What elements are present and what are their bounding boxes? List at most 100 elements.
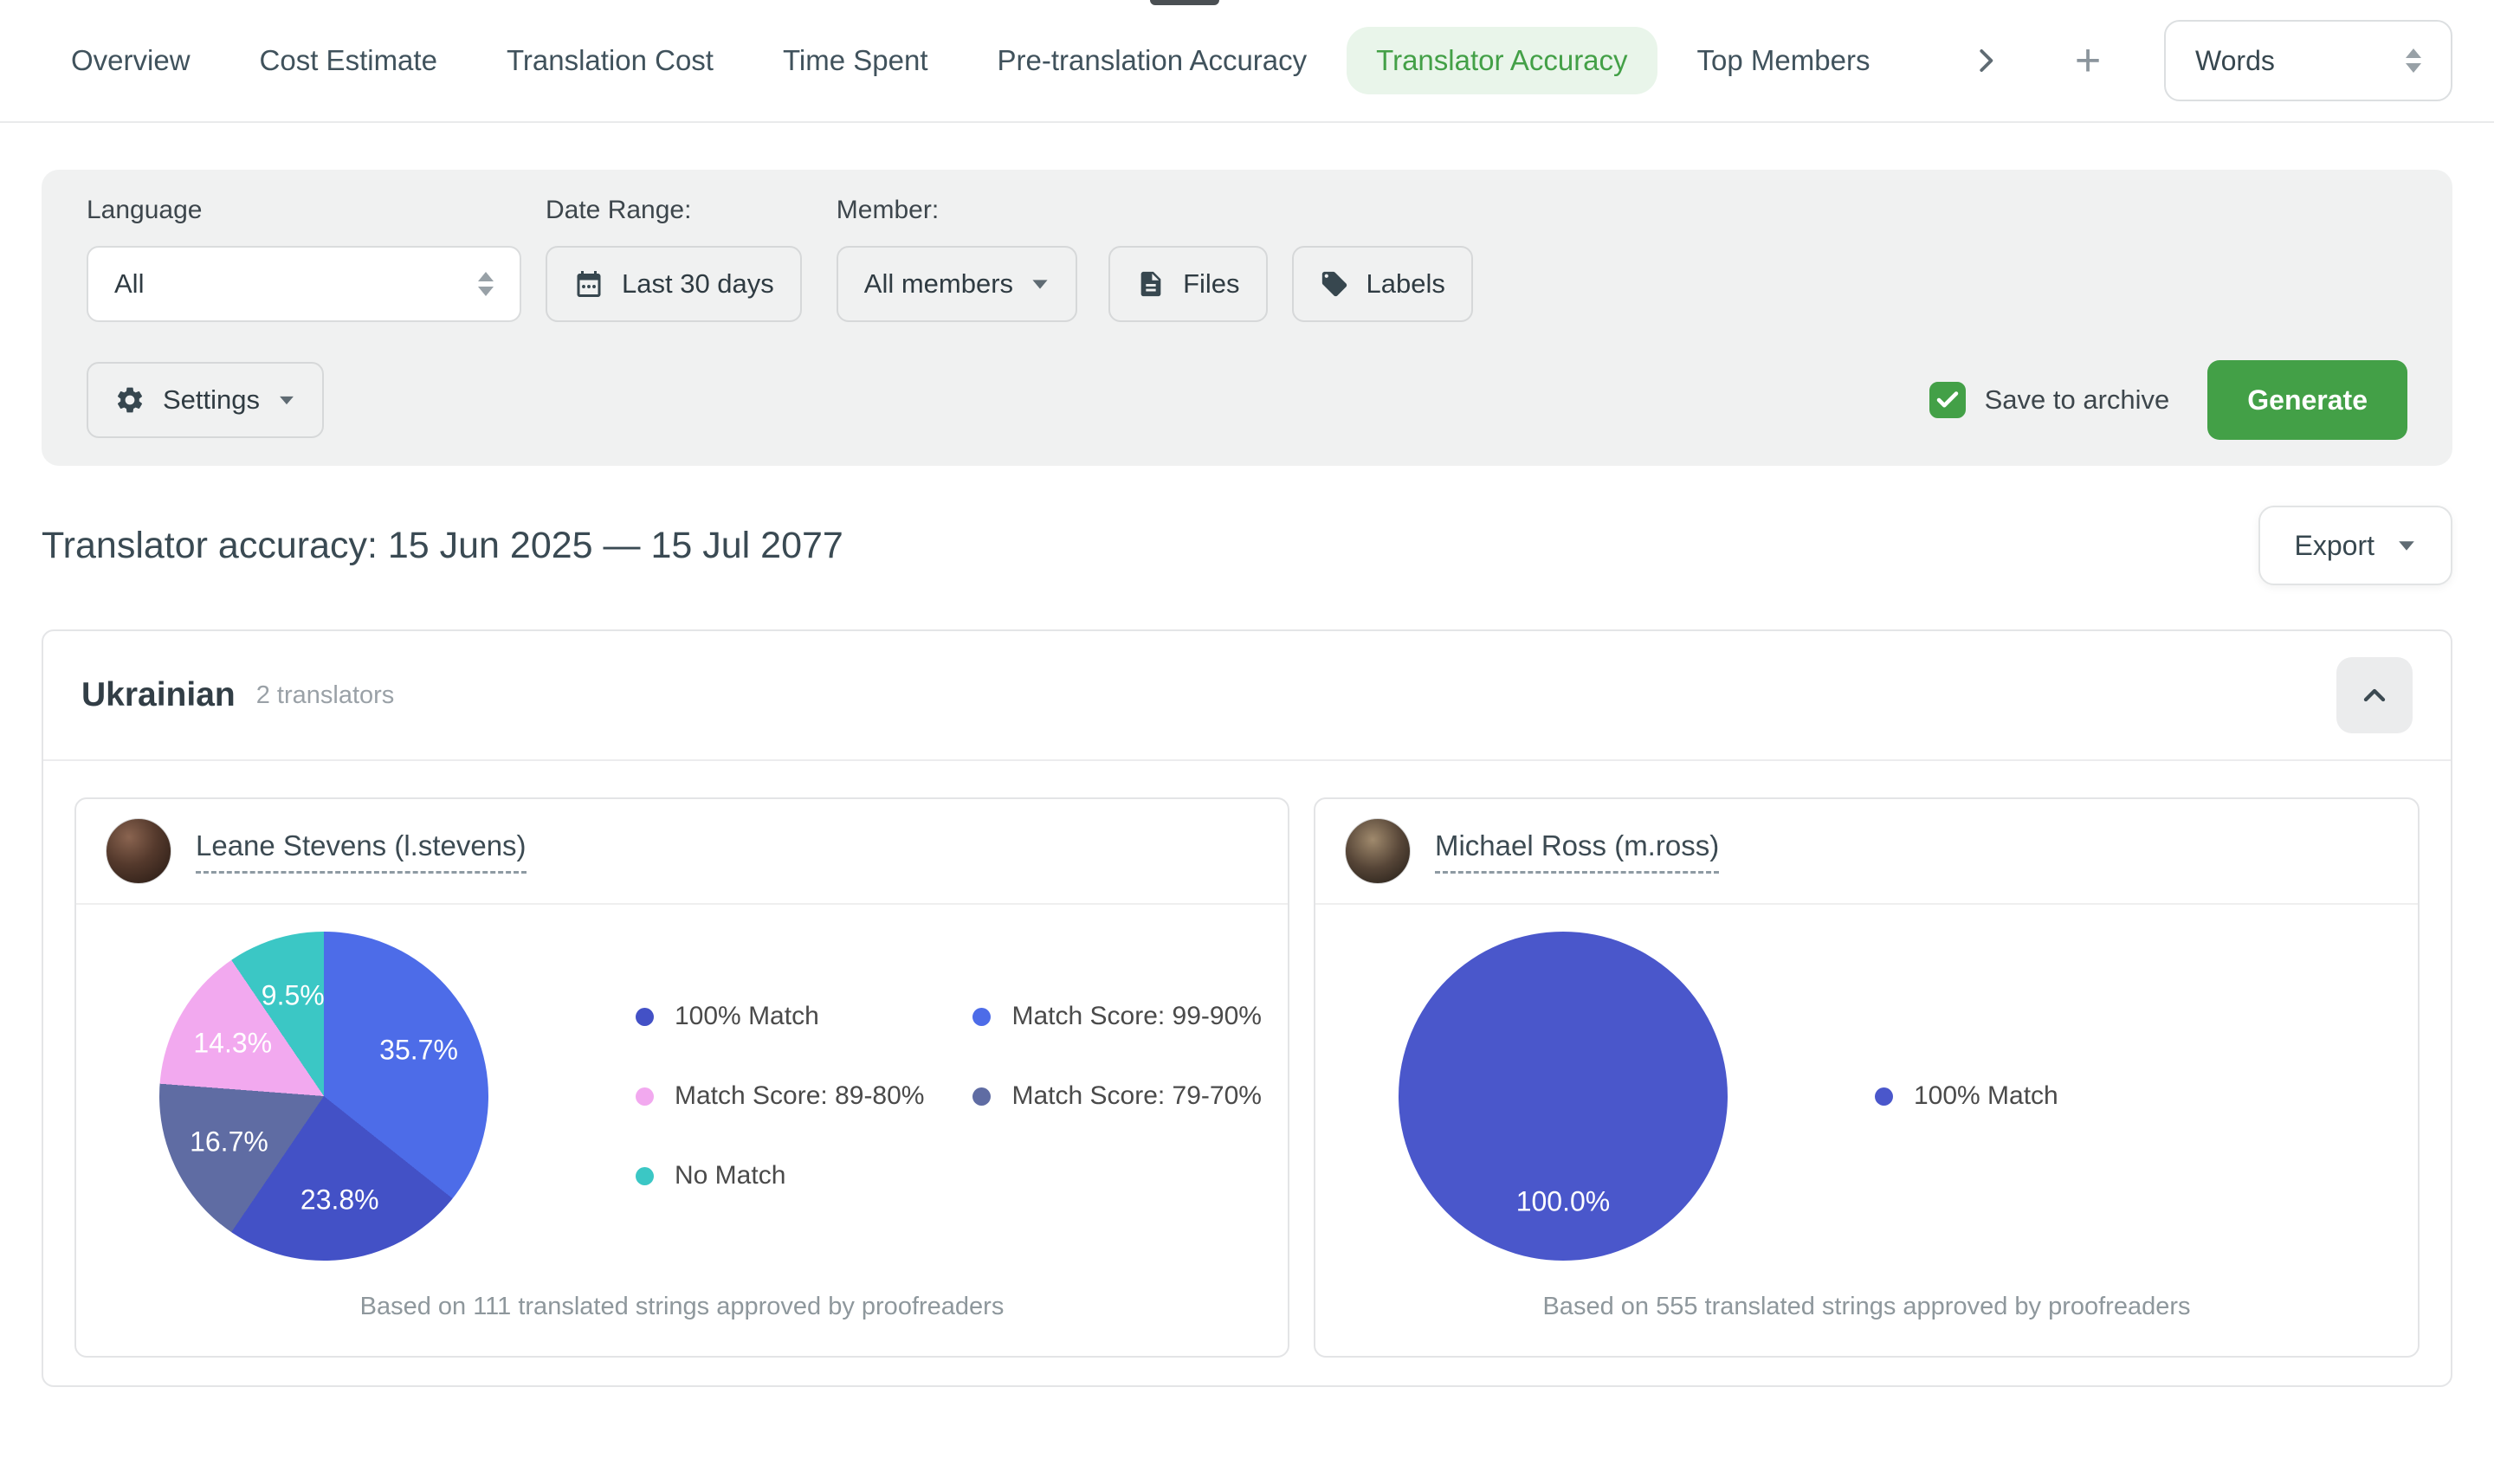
- pie-chart: 100.0%: [1398, 932, 1728, 1261]
- legend-label: Match Score: 79-70%: [1011, 1081, 1262, 1110]
- add-report-button[interactable]: +: [2062, 35, 2114, 87]
- chevron-down-icon: [1032, 279, 1048, 289]
- report-header: Translator accuracy: 15 Jun 2025 — 15 Ju…: [42, 506, 2452, 585]
- date-range-button[interactable]: Last 30 days: [546, 246, 802, 322]
- pie-slice-label: 16.7%: [190, 1126, 268, 1158]
- tag-icon: [1321, 271, 1347, 297]
- language-select-value: All: [114, 268, 145, 299]
- pie-slice-label: 9.5%: [261, 979, 325, 1011]
- legend-swatch: [636, 1007, 654, 1026]
- save-to-archive-checkbox[interactable]: [1929, 382, 1966, 418]
- legend-label: 100% Match: [1913, 1081, 2058, 1110]
- legend-swatch: [1874, 1087, 1893, 1106]
- tab-overview[interactable]: Overview: [71, 44, 191, 76]
- legend-label: Match Score: 99-90%: [1011, 1002, 1262, 1030]
- labels-filter-button[interactable]: Labels: [1291, 246, 1473, 322]
- save-to-archive-control: Save to archive: [1929, 382, 2170, 418]
- pie-slice-label: 100.0%: [1515, 1185, 1611, 1217]
- pie-slice-label: 23.8%: [300, 1184, 379, 1216]
- member-label: Member:: [836, 196, 940, 224]
- pie-chart-wrap: 100.0%: [1398, 932, 1728, 1261]
- language-label: Language: [87, 196, 203, 224]
- language-select[interactable]: All: [87, 246, 521, 322]
- export-button-label: Export: [2294, 529, 2374, 561]
- chevron-down-icon: [280, 396, 294, 404]
- tab-pre-translation-accuracy[interactable]: Pre-translation Accuracy: [997, 44, 1308, 76]
- unit-select-value: Words: [2195, 44, 2275, 76]
- chart-footnote: Based on 555 translated strings approved…: [1542, 1293, 2191, 1320]
- tab-cost-estimate[interactable]: Cost Estimate: [259, 44, 437, 76]
- pie-slice-label: 14.3%: [193, 1027, 273, 1059]
- translator-card: Leane Stevens (l.stevens) 35.7% 23.8% 16.7…: [74, 797, 1289, 1358]
- tab-translator-accuracy[interactable]: Translator Accuracy: [1347, 27, 1657, 94]
- tab-time-spent[interactable]: Time Spent: [782, 44, 928, 76]
- translators-count: 2 translators: [255, 681, 395, 709]
- avatar: [106, 818, 171, 884]
- date-range-label: Date Range:: [546, 196, 692, 224]
- translator-name-link[interactable]: Leane Stevens (l.stevens): [196, 829, 527, 874]
- chart-legend: 100% Match Match Score: 99-90% Match Score…: [636, 1002, 1262, 1190]
- chart-footnote: Based on 111 translated strings approved…: [359, 1293, 1005, 1320]
- gear-icon: [117, 387, 143, 413]
- pie-chart-wrap: 35.7% 23.8% 16.7% 14.3% 9.5%: [159, 932, 488, 1261]
- chevron-up-icon: [2363, 688, 2386, 702]
- legend-swatch: [636, 1087, 654, 1106]
- language-group-header: Ukrainian 2 translators: [43, 631, 2451, 761]
- check-icon: [1936, 391, 1958, 408]
- collapse-button[interactable]: [2336, 657, 2413, 733]
- legend-label: 100% Match: [675, 1002, 819, 1030]
- filter-panel: Language All Date Range: Last 30 days Me…: [42, 170, 2452, 466]
- plus-icon: +: [2074, 35, 2102, 86]
- legend-label: Match Score: 89-80%: [675, 1081, 925, 1110]
- language-group-card: Ukrainian 2 translators Leane Stevens (l…: [42, 629, 2452, 1387]
- member-select-value: All members: [863, 268, 1014, 299]
- legend-item[interactable]: Match Score: 89-80%: [636, 1081, 924, 1111]
- translator-card-header: Leane Stevens (l.stevens): [76, 799, 1288, 905]
- files-filter-button[interactable]: Files: [1108, 246, 1268, 322]
- tab-top-members[interactable]: Top Members: [1696, 44, 1870, 76]
- avatar: [1344, 818, 1411, 884]
- translator-chart-area: 100.0% 100% Match: [1315, 905, 2418, 1287]
- more-tabs-button[interactable]: [1960, 35, 2012, 87]
- chevron-right-icon: [1980, 49, 1993, 72]
- top-edge-artifact: [1150, 0, 1219, 5]
- member-select-button[interactable]: All members: [836, 246, 1078, 322]
- legend-swatch: [972, 1087, 992, 1106]
- select-updown-icon: [478, 272, 494, 296]
- generate-button[interactable]: Generate: [2207, 360, 2407, 440]
- legend-item[interactable]: Match Score: 79-70%: [972, 1081, 1262, 1111]
- translator-chart-area: 35.7% 23.8% 16.7% 14.3% 9.5% 100% Match Match…: [76, 905, 1288, 1287]
- translator-card: Michael Ross (m.ross) 100.0% 100% Match …: [1313, 797, 2420, 1358]
- settings-button[interactable]: Settings: [87, 362, 325, 438]
- legend-item[interactable]: Match Score: 99-90%: [972, 1002, 1262, 1031]
- tab-controls: + Words: [1960, 20, 2452, 101]
- legend-item[interactable]: 100% Match: [636, 1002, 924, 1031]
- page-title: Translator accuracy: 15 Jun 2025 — 15 Ju…: [42, 524, 843, 566]
- settings-button-label: Settings: [163, 384, 261, 415]
- pie-chart: 35.7% 23.8% 16.7% 14.3% 9.5%: [159, 932, 488, 1261]
- tab-translation-cost[interactable]: Translation Cost: [506, 44, 714, 76]
- calendar-icon: [577, 271, 601, 297]
- select-updown-icon: [2406, 48, 2421, 73]
- legend-swatch: [636, 1166, 654, 1185]
- legend-item[interactable]: No Match: [636, 1161, 924, 1190]
- labels-button-label: Labels: [1366, 268, 1445, 299]
- chevron-down-icon: [2399, 540, 2414, 551]
- pie-slice-label: 35.7%: [379, 1034, 458, 1066]
- language-group-body: Leane Stevens (l.stevens) 35.7% 23.8% 16.7…: [43, 761, 2451, 1385]
- unit-select[interactable]: Words: [2164, 20, 2452, 101]
- legend-item[interactable]: 100% Match: [1874, 1081, 2058, 1111]
- file-icon: [1140, 271, 1161, 297]
- language-name: Ukrainian: [81, 676, 236, 713]
- date-range-value: Last 30 days: [622, 268, 774, 299]
- legend-label: No Match: [675, 1161, 786, 1190]
- report-tabs: Overview Cost Estimate Translation Cost …: [0, 0, 2494, 123]
- save-to-archive-label: Save to archive: [1984, 384, 2170, 415]
- chart-legend: 100% Match: [1874, 1081, 2058, 1111]
- translator-card-header: Michael Ross (m.ross): [1315, 799, 2418, 905]
- export-button[interactable]: Export: [2258, 506, 2452, 585]
- files-button-label: Files: [1183, 268, 1240, 299]
- legend-swatch: [972, 1007, 992, 1026]
- translator-name-link[interactable]: Michael Ross (m.ross): [1434, 829, 1720, 874]
